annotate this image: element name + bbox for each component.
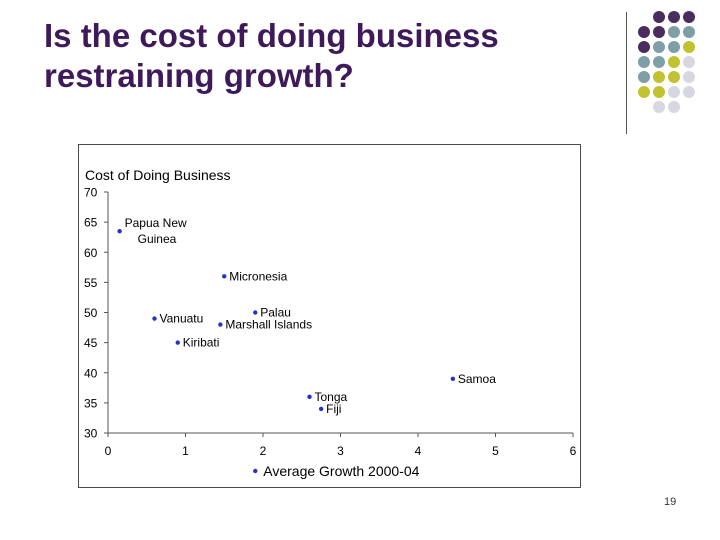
data-point — [218, 322, 223, 327]
y-tick-label: 45 — [84, 336, 98, 350]
x-tick-label: 6 — [570, 444, 577, 458]
decorative-dot — [683, 86, 695, 98]
chart-frame: Cost of Doing Business 30 35 40 45 50 55 60 65 7… — [78, 144, 581, 488]
decorative-dot — [668, 56, 680, 68]
x-tick-label: 5 — [492, 444, 499, 458]
slide-title-line-1: Is the cost of doing business — [44, 17, 499, 54]
decorative-dot-grid — [638, 11, 695, 113]
decorative-dot — [653, 86, 665, 98]
data-point-label: Vanuatu — [160, 312, 204, 326]
decorative-dot — [683, 11, 695, 23]
data-point-label: Tonga — [315, 390, 348, 404]
decorative-dot — [683, 71, 695, 83]
decorative-dot — [668, 41, 680, 53]
x-tick-label: 0 — [105, 444, 112, 458]
slide-title: Is the cost of doing business restrainin… — [44, 16, 604, 96]
x-tick-label: 2 — [260, 444, 267, 458]
decorative-dot — [668, 86, 680, 98]
legend-marker — [253, 468, 258, 474]
y-tick-label: 40 — [84, 366, 98, 380]
header-divider — [626, 12, 627, 134]
data-point-label: Guinea — [138, 232, 177, 246]
data-point-label: Palau — [260, 306, 291, 320]
data-point — [222, 274, 227, 279]
y-tick-label: 65 — [84, 216, 98, 230]
legend-label: Average Growth 2000-04 — [263, 463, 419, 479]
scatter-chart: Cost of Doing Business 30354045505560657… — [84, 167, 577, 479]
decorative-dot — [668, 26, 680, 38]
data-point — [175, 340, 180, 345]
decorative-dot — [653, 26, 665, 38]
y-tick-label: 35 — [84, 396, 98, 410]
decorative-dot — [638, 71, 650, 83]
decorative-dot — [683, 56, 695, 68]
decorative-dot — [668, 11, 680, 23]
decorative-dot — [653, 56, 665, 68]
data-point — [450, 376, 456, 381]
x-tick-label: 1 — [182, 444, 189, 458]
x-tick-label: 3 — [337, 444, 344, 458]
data-point-label: Marshall Islands — [225, 318, 312, 332]
decorative-dot — [668, 101, 680, 113]
y-tick-label: 30 — [84, 427, 98, 441]
data-point-label: Samoa — [458, 372, 496, 386]
decorative-dot — [638, 86, 650, 98]
slide-title-line-2: restraining growth? — [44, 57, 354, 94]
x-tick-label: 4 — [415, 444, 422, 458]
chart-title: Cost of Doing Business — [85, 167, 231, 183]
decorative-dot — [683, 26, 695, 38]
y-tick-label: 50 — [84, 306, 98, 320]
data-point — [253, 310, 258, 315]
data-point-label: Fiji — [326, 402, 341, 416]
data-point — [152, 316, 157, 321]
y-tick-label: 70 — [84, 186, 98, 200]
decorative-dot — [668, 71, 680, 83]
decorative-dot — [638, 56, 650, 68]
points-layer: Papua New Guinea Micronesia Vanuatu PalauMar… — [117, 216, 496, 416]
decorative-dot — [638, 26, 650, 38]
data-point — [307, 394, 312, 400]
data-point-label: Micronesia — [229, 269, 287, 283]
data-point-label: Kiribati — [183, 336, 220, 350]
decorative-dot — [653, 101, 665, 113]
legend: Average Growth 2000-04 — [253, 463, 420, 479]
y-tick-label: 55 — [84, 276, 98, 290]
data-point — [318, 406, 324, 412]
decorative-dot — [683, 41, 695, 53]
decorative-dot — [653, 41, 665, 53]
data-point — [117, 228, 122, 234]
decorative-dot — [653, 11, 665, 23]
page-number: 19 — [664, 496, 677, 508]
data-point-label: Papua New — [125, 216, 187, 230]
y-tick-label: 60 — [84, 246, 98, 260]
decorative-dot — [638, 41, 650, 53]
decorative-dot — [653, 71, 665, 83]
